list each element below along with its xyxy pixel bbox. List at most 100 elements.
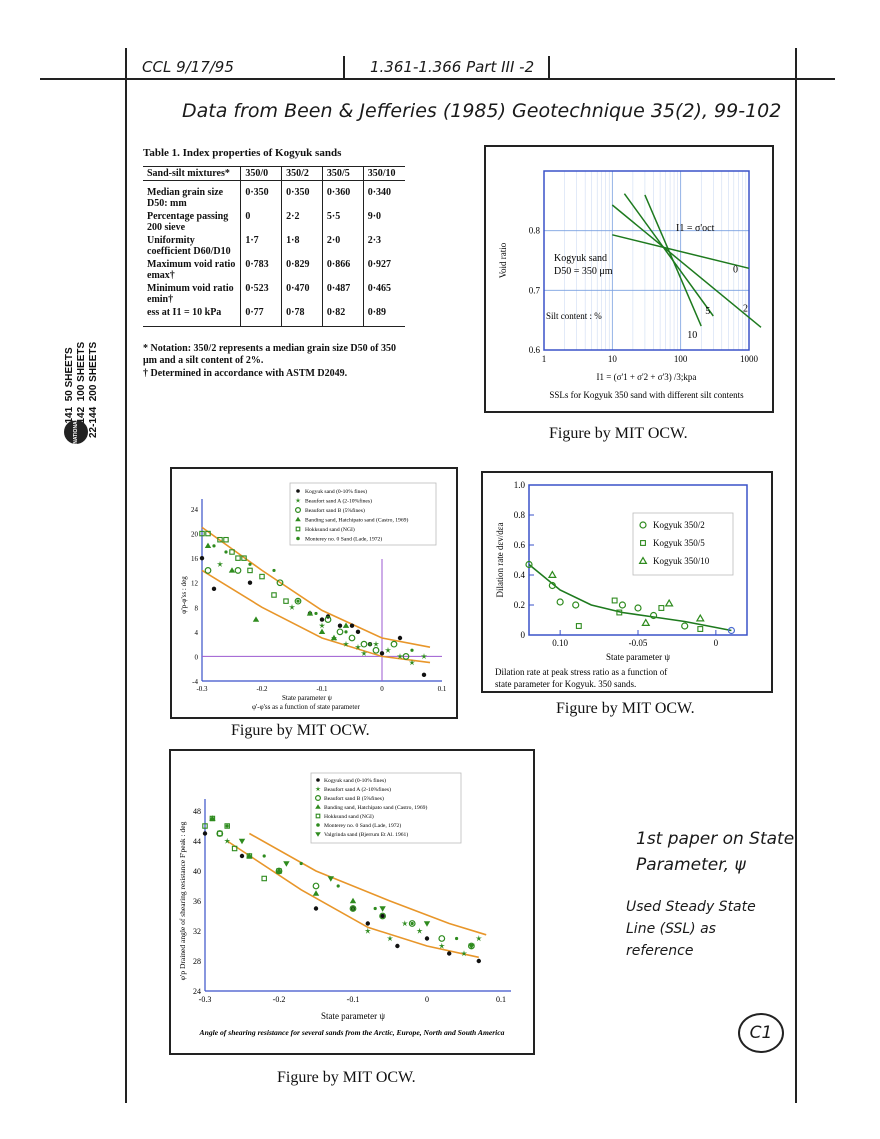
table-cell: 2·2 xyxy=(281,210,323,234)
data-point xyxy=(217,830,223,837)
y-tick-label: 16 xyxy=(191,555,199,563)
table-header-cell: 350/10 xyxy=(362,166,405,181)
data-point xyxy=(283,861,290,867)
data-point xyxy=(315,794,322,801)
data-point xyxy=(379,651,385,656)
data-point xyxy=(611,597,618,604)
table-row-label: Median grain size D50: mm xyxy=(147,187,224,209)
table-cell: 0·360 xyxy=(321,180,364,210)
data-point xyxy=(271,592,277,598)
data-point xyxy=(372,640,380,647)
data-point xyxy=(360,650,368,656)
table-header-cell: 350/5 xyxy=(321,166,364,181)
data-point xyxy=(246,853,253,859)
data-point xyxy=(379,906,386,912)
data-point xyxy=(355,629,361,635)
y-tick-label: 0.7 xyxy=(529,285,541,295)
data-point xyxy=(368,642,372,646)
data-point xyxy=(315,804,321,809)
data-point xyxy=(199,555,205,561)
table-row: Minimum void ratio emin† 0·523 0·470 0·4… xyxy=(143,282,405,306)
header-rule xyxy=(40,78,835,80)
data-point xyxy=(344,630,348,634)
series-label: 5 xyxy=(705,306,710,317)
data-point xyxy=(416,927,423,934)
x-axis-label: State parameter ψ xyxy=(606,652,670,662)
data-point xyxy=(460,950,468,957)
data-point xyxy=(295,497,301,503)
data-point xyxy=(275,867,283,874)
data-point xyxy=(294,597,302,605)
peak-angle-chart: -0.3 -0.2 -0.1 0 0.1 24 28 32 36 40 44 48 State para… xyxy=(178,772,511,1037)
x-tick-label: 0 xyxy=(380,685,384,693)
table-cell: 0·783 xyxy=(240,258,282,282)
data-point xyxy=(572,601,580,609)
data-point xyxy=(423,921,431,927)
data-point xyxy=(247,580,253,585)
table-row: Uniformity coefficient D60/D10 1·7 1·8 2… xyxy=(143,234,405,258)
legend-entry: Kogyuk 350/10 xyxy=(653,556,710,566)
table-row: Median grain size D50: mm 0·350 0·350 0·… xyxy=(143,180,405,210)
table-row-label: Percentage passing 200 sieve xyxy=(147,211,229,233)
data-point xyxy=(380,913,385,919)
data-point xyxy=(616,609,623,616)
y-tick-label: 32 xyxy=(193,927,201,936)
data-point xyxy=(199,530,205,537)
table-header-cell: 350/0 xyxy=(240,166,282,181)
table-cell: 0·78 xyxy=(281,306,323,327)
data-point xyxy=(697,626,704,632)
data-point xyxy=(234,567,242,574)
y-tick-label: 0.6 xyxy=(514,540,526,550)
x-tick-label: 100 xyxy=(674,354,688,364)
table-cell: 2·3 xyxy=(362,234,405,258)
data-point xyxy=(373,906,377,911)
y-tick-label: 0 xyxy=(195,653,199,661)
data-point xyxy=(618,601,627,609)
legend-entry: Beaufort sand B (5%fines) xyxy=(305,507,365,514)
data-point xyxy=(216,561,224,567)
data-point xyxy=(379,912,387,920)
data-point xyxy=(638,556,648,565)
data-point xyxy=(727,626,736,635)
spine-sheets-3: 200 SHEETS xyxy=(88,341,99,402)
table-cell: 0·487 xyxy=(321,282,364,306)
data-point xyxy=(316,778,320,782)
x-tick-label: 10 xyxy=(608,354,618,364)
data-point xyxy=(649,611,658,620)
y-tick-label: 24 xyxy=(193,987,201,996)
table-cell: 0·77 xyxy=(240,306,282,327)
data-point xyxy=(349,897,357,904)
table1-title: Table 1. Index properties of Kogyuk sand… xyxy=(143,147,342,159)
x-tick-label: -0.1 xyxy=(347,995,360,1004)
data-point xyxy=(396,653,404,660)
data-point xyxy=(204,542,212,549)
data-point xyxy=(372,646,380,654)
table-header-row: Sand-silt mixtures* 350/0 350/2 350/5 35… xyxy=(143,166,405,181)
data-point xyxy=(438,935,446,942)
data-point xyxy=(288,604,296,610)
data-point xyxy=(337,623,343,628)
table-cell: 0·89 xyxy=(362,306,405,327)
data-point xyxy=(455,936,459,941)
data-point xyxy=(639,521,647,529)
data-point xyxy=(438,942,445,949)
data-point xyxy=(316,823,320,827)
ssl-line xyxy=(623,193,714,317)
data-point xyxy=(364,927,371,934)
data-point xyxy=(223,536,229,543)
y-tick-label: 0 xyxy=(521,630,526,640)
x-tick-label: 0.1 xyxy=(496,995,506,1004)
data-point xyxy=(658,605,665,611)
data-point xyxy=(294,506,301,513)
data-point xyxy=(235,555,241,561)
data-point xyxy=(386,935,394,942)
spine-code-3: 22-144 xyxy=(88,406,99,438)
legend-entry: Beaufort sand A (2-10%fines) xyxy=(324,786,391,793)
data-point xyxy=(209,815,216,822)
data-point xyxy=(348,634,356,642)
legend-box xyxy=(632,512,734,576)
figure-2-caption: Figure by MIT OCW. xyxy=(231,722,370,739)
figure-peak-angle-frame: -0.3 -0.2 -0.1 0 0.1 24 28 32 36 40 44 48 State para… xyxy=(169,749,535,1055)
y-tick-label: 0.8 xyxy=(514,510,526,520)
chart-title: Dilation rate at peak stress ratio as a … xyxy=(495,667,667,677)
